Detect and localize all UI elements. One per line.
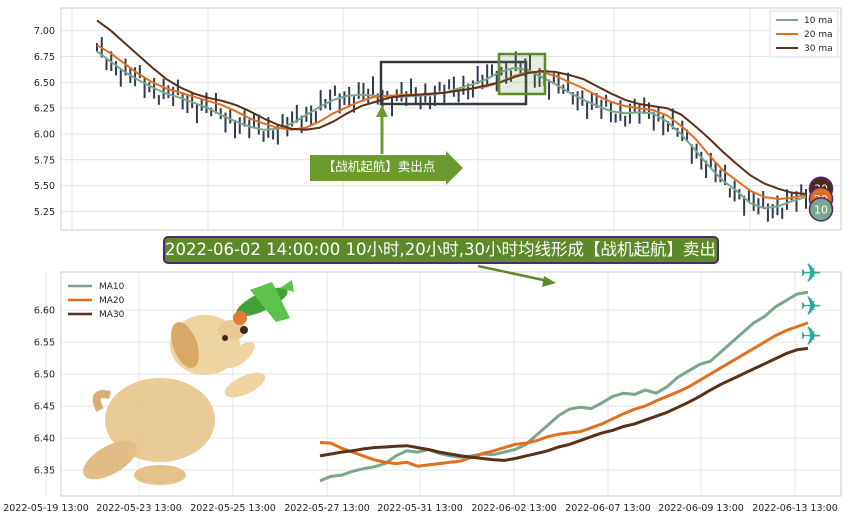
top-ma-lines <box>96 19 807 210</box>
top-y-tick: 5.75 <box>34 155 55 166</box>
bottom-y-tick: 6.60 <box>34 306 55 317</box>
info-banner: 2022-06-02 14:00:00 10小时,20小时,30小时均线形成【战… <box>163 236 719 264</box>
bottom-x-tick: 2022-05-27 13:00 <box>284 503 370 514</box>
bottom-x-tick: 2022-05-19 13:00 <box>3 503 89 514</box>
ma-badges: 302010 <box>808 176 834 222</box>
top-y-tick: 5.25 <box>34 207 55 218</box>
plane-icon: ✈ <box>800 259 822 289</box>
sell-point-label: 【战机起航】卖出点 <box>322 159 436 174</box>
green-plane-illustration <box>233 280 294 325</box>
bottom-ma-line-1 <box>319 290 809 483</box>
consolidation-box <box>379 60 528 106</box>
plane-icon: ✈ <box>800 322 822 352</box>
legend-label: MA30 <box>99 310 125 320</box>
bottom-y-tick: 6.50 <box>34 370 55 381</box>
dog-illustration <box>83 315 266 485</box>
top-y-tick: 6.75 <box>34 52 55 63</box>
bottom-ma-lines <box>319 290 809 483</box>
sell-arrow-block <box>310 151 463 185</box>
top-y-axis: 7.00 6.75 6.50 6.25 6.00 5.75 5.50 5.25 <box>34 26 55 218</box>
bottom-x-tick: 2022-05-25 13:00 <box>190 503 276 514</box>
ma-line-3 <box>96 19 807 195</box>
top-y-tick: 6.25 <box>34 104 55 115</box>
signal-box <box>497 52 547 96</box>
bottom-plot-frame <box>60 271 842 497</box>
legend-label: 30 ma <box>804 44 833 54</box>
banner-pointer-head <box>542 276 556 287</box>
bottom-x-tick: 2022-05-23 13:00 <box>96 503 182 514</box>
top-legend: 10 ma 20 ma 30 ma <box>769 10 839 58</box>
bottom-y-tick: 6.55 <box>34 338 55 349</box>
top-y-tick: 6.00 <box>34 129 55 140</box>
bottom-x-tick: 2022-06-13 13:00 <box>752 503 838 514</box>
legend-label: 10 ma <box>804 16 833 26</box>
plane-icon: ✈ <box>800 292 822 322</box>
top-y-tick: 7.00 <box>34 26 55 37</box>
bottom-x-tick: 2022-05-31 13:00 <box>377 503 463 514</box>
bottom-legend: MA10 MA20 MA30 <box>68 282 125 320</box>
bottom-y-tick: 6.40 <box>34 434 55 445</box>
bottom-panel: 6.60 6.55 6.50 6.45 6.40 6.35 2022-05-19 13:0… <box>3 259 842 514</box>
bottom-y-tick: 6.45 <box>34 402 55 413</box>
top-y-tick: 6.50 <box>34 78 55 89</box>
ma-badge-label: 10 <box>814 203 828 216</box>
bottom-ma-line-3 <box>319 346 809 462</box>
ma-badge-circle <box>808 197 834 222</box>
plane-icons: ✈ ✈ ✈ <box>800 259 822 352</box>
ma-line-1 <box>96 50 807 210</box>
bottom-x-axis: 2022-05-19 13:00 2022-05-23 13:00 2022-05-… <box>3 503 838 514</box>
top-panel: 7.00 6.75 6.50 6.25 6.00 5.75 5.50 5.25 10 ma 20… <box>34 7 842 231</box>
top-y-tick: 5.50 <box>34 181 55 192</box>
top-plot-frame <box>60 7 842 231</box>
bottom-y-axis: 6.60 6.55 6.50 6.45 6.40 6.35 <box>34 306 55 477</box>
legend-label: MA20 <box>99 296 125 306</box>
bottom-x-tick: 2022-06-09 13:00 <box>658 503 744 514</box>
legend-label: MA10 <box>99 282 125 292</box>
banner-pointer-line <box>477 264 549 283</box>
up-arrow-head <box>376 105 388 117</box>
bottom-x-tick: 2022-06-07 13:00 <box>565 503 651 514</box>
bottom-y-tick: 6.35 <box>34 466 55 477</box>
bottom-x-tick: 2022-06-02 13:00 <box>471 503 557 514</box>
bottom-ma-line-2 <box>319 321 809 468</box>
legend-label: 20 ma <box>804 30 833 40</box>
